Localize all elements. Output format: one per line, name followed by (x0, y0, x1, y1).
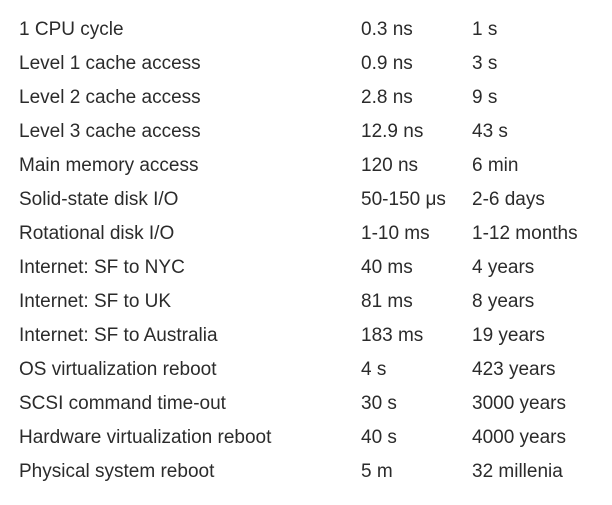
scaled-latency-cell: 32 millenia (472, 461, 563, 482)
scaled-latency-cell: 3 s (472, 53, 498, 74)
operation-cell: Internet: SF to NYC (19, 257, 185, 278)
operation-cell: SCSI command time-out (19, 393, 226, 414)
operation-cell: Internet: SF to UK (19, 291, 172, 312)
actual-latency-cell: 0.9 ns (361, 53, 413, 74)
table-row: Internet: SF to NYC 40 ms 4 years (0, 251, 612, 285)
actual-latency-cell: 81 ms (361, 291, 413, 312)
actual-latency-cell: 12.9 ns (361, 121, 424, 142)
operation-cell: 1 CPU cycle (19, 19, 124, 40)
actual-latency-cell: 0.3 ns (361, 19, 413, 40)
actual-latency-cell: 4 s (361, 359, 387, 380)
actual-latency-cell: 30 s (361, 393, 397, 414)
operation-cell: Main memory access (19, 155, 199, 176)
actual-latency-cell: 2.8 ns (361, 87, 413, 108)
scaled-latency-cell: 3000 years (472, 393, 567, 414)
scaled-latency-cell: 1-12 months (472, 223, 578, 244)
operation-cell: Level 1 cache access (19, 53, 201, 74)
actual-latency-cell: 183 ms (361, 325, 424, 346)
operation-cell: Internet: SF to Australia (19, 325, 218, 346)
scaled-latency-cell: 9 s (472, 87, 498, 108)
scaled-latency-cell: 19 years (472, 325, 545, 346)
scaled-latency-cell: 4 years (472, 257, 535, 278)
operation-cell: Rotational disk I/O (19, 223, 175, 244)
actual-latency-cell: 40 ms (361, 257, 413, 278)
scaled-latency-cell: 43 s (472, 121, 508, 142)
operation-cell: Physical system reboot (19, 461, 215, 482)
scaled-latency-cell: 4000 years (472, 427, 567, 448)
table-row: Hardware virtualization reboot 40 s 4000… (0, 421, 612, 455)
operation-cell: OS virtualization reboot (19, 359, 217, 380)
actual-latency-cell: 5 m (361, 461, 393, 482)
actual-latency-cell: 120 ns (361, 155, 419, 176)
table-row: Rotational disk I/O 1-10 ms 1-12 months (0, 217, 612, 251)
scaled-latency-cell: 6 min (472, 155, 519, 176)
table-row: OS virtualization reboot 4 s 423 years (0, 353, 612, 387)
table-row: Internet: SF to UK 81 ms 8 years (0, 285, 612, 319)
actual-latency-cell: 1-10 ms (361, 223, 430, 244)
table-row: Internet: SF to Australia 183 ms 19 year… (0, 319, 612, 353)
scaled-latency-cell: 8 years (472, 291, 535, 312)
table-row: SCSI command time-out 30 s 3000 years (0, 387, 612, 421)
scaled-latency-cell: 423 years (472, 359, 556, 380)
scaled-latency-cell: 1 s (472, 19, 498, 40)
actual-latency-cell: 50-150 μs (361, 189, 446, 210)
table-row: Level 3 cache access 12.9 ns 43 s (0, 115, 612, 149)
table-row: Physical system reboot 5 m 32 millenia (0, 455, 612, 489)
table-row: Level 2 cache access 2.8 ns 9 s (0, 81, 612, 115)
actual-latency-cell: 40 s (361, 427, 397, 448)
table-row: Level 1 cache access 0.9 ns 3 s (0, 47, 612, 81)
table-row: Solid-state disk I/O 50-150 μs 2-6 days (0, 183, 612, 217)
operation-cell: Level 2 cache access (19, 87, 201, 108)
operation-cell: Solid-state disk I/O (19, 189, 179, 210)
operation-cell: Level 3 cache access (19, 121, 201, 142)
table-row: Main memory access 120 ns 6 min (0, 149, 612, 183)
operation-cell: Hardware virtualization reboot (19, 427, 272, 448)
table-row: 1 CPU cycle 0.3 ns 1 s (0, 13, 612, 47)
scaled-latency-cell: 2-6 days (472, 189, 545, 210)
